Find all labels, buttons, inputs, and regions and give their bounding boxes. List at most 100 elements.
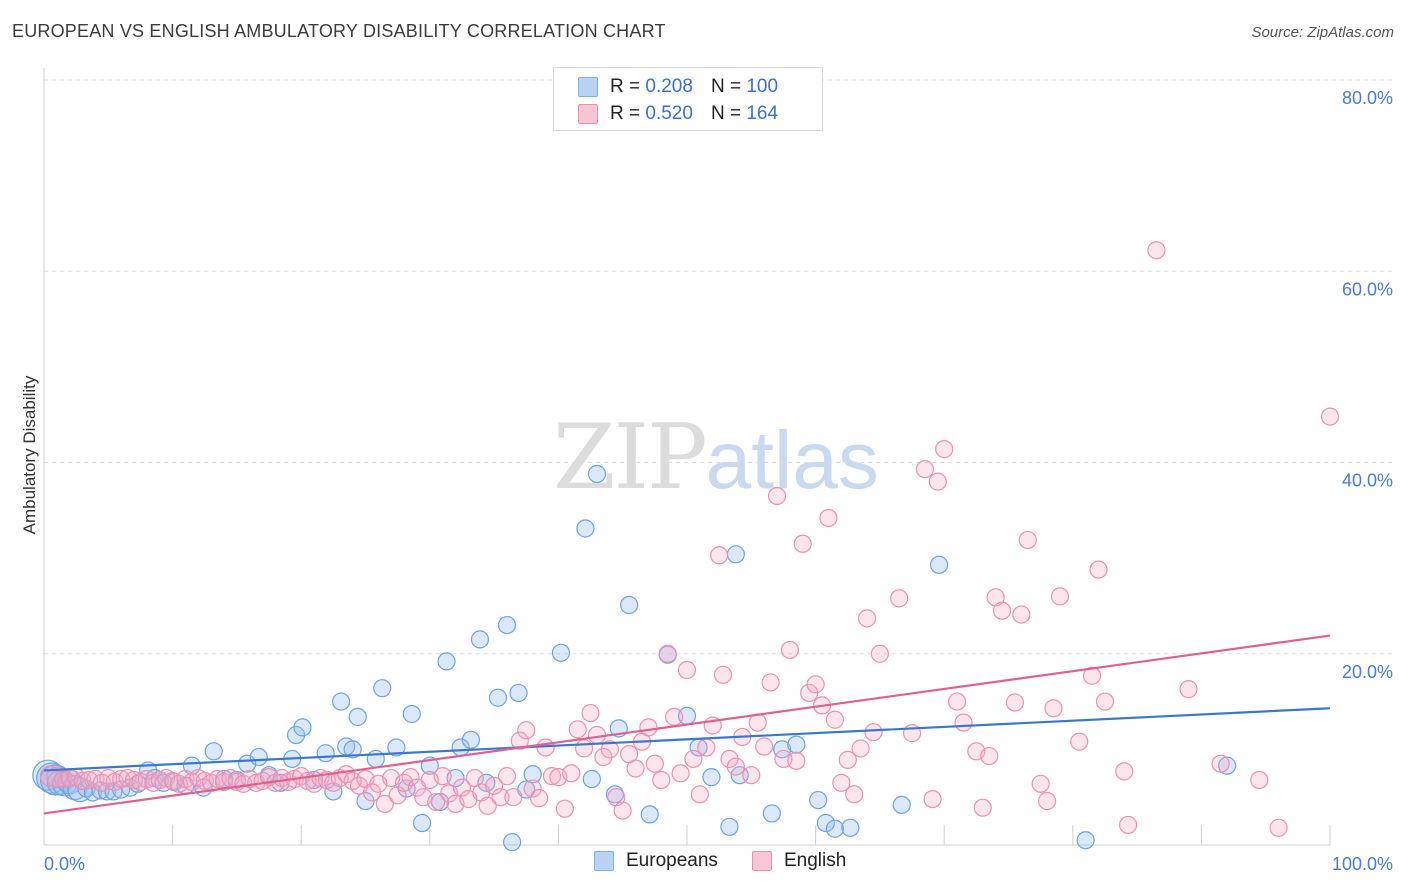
watermark-atlas: atlas (705, 415, 879, 506)
legend-swatch-europeans (578, 77, 598, 97)
english-point (523, 779, 542, 798)
watermark: ZIPatlas (553, 405, 879, 510)
english-point (819, 508, 838, 528)
europeans-point (97, 782, 117, 801)
english-point (710, 546, 729, 565)
correlation-legend: R = 0.208 N = 100 R = 0.520 N = 164 (553, 67, 823, 131)
english-point (542, 767, 562, 786)
legend-n-value-europeans: 100 (746, 76, 779, 97)
english-point (1044, 699, 1063, 718)
europeans-point (576, 519, 595, 538)
europeans-point (402, 704, 421, 724)
europeans-point (892, 795, 911, 814)
english-point (1089, 560, 1108, 579)
y-tick-label: 40.0% (1342, 471, 1393, 491)
europeans-point (620, 595, 639, 615)
english-point (671, 764, 690, 783)
english-points (39, 241, 1340, 837)
english-point (1320, 407, 1340, 426)
english-point (1037, 791, 1057, 811)
english-point (684, 749, 703, 769)
english-point (600, 740, 619, 759)
europeans-point (412, 813, 432, 833)
english-point (1005, 693, 1025, 712)
english-point (485, 776, 504, 795)
europeans-point (343, 740, 362, 759)
english-point (1082, 666, 1102, 685)
english-point (677, 660, 697, 680)
y-tick-label: 20.0% (1342, 662, 1393, 682)
series-swatch-english (752, 851, 772, 871)
english-point (1050, 587, 1070, 606)
english-point (870, 644, 890, 663)
europeans-point (1218, 756, 1237, 775)
legend-r-label: R = (610, 103, 641, 124)
europeans-point (509, 683, 528, 703)
english-point (767, 486, 787, 506)
english-point (401, 768, 420, 787)
english-trend-line (43, 634, 1331, 815)
english-point (575, 739, 594, 758)
english-point (658, 644, 677, 663)
english-point (1269, 818, 1288, 837)
english-point (780, 640, 799, 660)
legend-n-value-english: 164 (746, 103, 779, 124)
europeans-point (762, 804, 781, 823)
europeans-point (773, 740, 792, 759)
europeans-points (32, 464, 1237, 852)
english-point (806, 675, 825, 694)
english-point (1147, 241, 1166, 260)
legend-row-europeans: R = 0.208 N = 100 (578, 75, 778, 99)
europeans-point (523, 765, 542, 784)
europeans-point (551, 643, 571, 662)
english-point (1031, 774, 1050, 793)
europeans-point (640, 805, 659, 824)
europeans-point (293, 718, 312, 737)
europeans-point (702, 768, 721, 787)
english-point (825, 710, 844, 729)
english-point (793, 534, 812, 553)
english-point (568, 720, 587, 739)
series-legend-europeans[interactable]: Europeans (594, 850, 718, 872)
grid-lines (44, 79, 1392, 655)
english-point (1018, 530, 1037, 550)
english-point (645, 754, 664, 773)
english-point (947, 692, 967, 711)
english-point (517, 721, 536, 740)
europeans-point (387, 738, 406, 757)
english-point (838, 750, 857, 769)
english-point (581, 703, 600, 723)
legend-r-value-europeans: 0.208 (645, 76, 693, 97)
europeans-point (726, 545, 745, 564)
europeans-point (249, 747, 268, 767)
y-tick-label: 60.0% (1342, 279, 1393, 299)
europeans-point (929, 555, 949, 574)
series-legend: Europeans English (0, 850, 1406, 878)
legend-n-label: N = (710, 103, 742, 124)
english-point (150, 770, 169, 790)
english-point (478, 796, 497, 815)
english-point (1211, 754, 1230, 773)
europeans-point (437, 652, 456, 671)
legend-r-label: R = (610, 76, 641, 97)
english-point (1179, 680, 1198, 699)
y-axis-title: Ambulatory Disability (20, 375, 39, 534)
english-point (761, 673, 780, 692)
english-point (504, 788, 523, 807)
english-point (973, 798, 992, 817)
europeans-point (204, 742, 223, 761)
chart-title: EUROPEAN VS ENGLISH AMBULATORY DISABILIT… (12, 21, 666, 41)
english-point (491, 788, 510, 807)
english-point (613, 801, 632, 820)
europeans-trend-line (43, 707, 1331, 772)
legend-r-value-english: 0.520 (645, 103, 693, 124)
series-label-europeans: Europeans (626, 850, 718, 871)
series-swatch-europeans (594, 851, 614, 871)
x-tick-label: 100.0% (1332, 854, 1393, 874)
english-point (954, 713, 973, 732)
series-legend-english[interactable]: English (752, 850, 846, 872)
english-point (935, 440, 954, 459)
axis-labels: 20.0% 40.0% 60.0% 80.0% 0.0% 100.0% Ambulatory… (20, 88, 1393, 874)
english-point (1095, 692, 1115, 711)
